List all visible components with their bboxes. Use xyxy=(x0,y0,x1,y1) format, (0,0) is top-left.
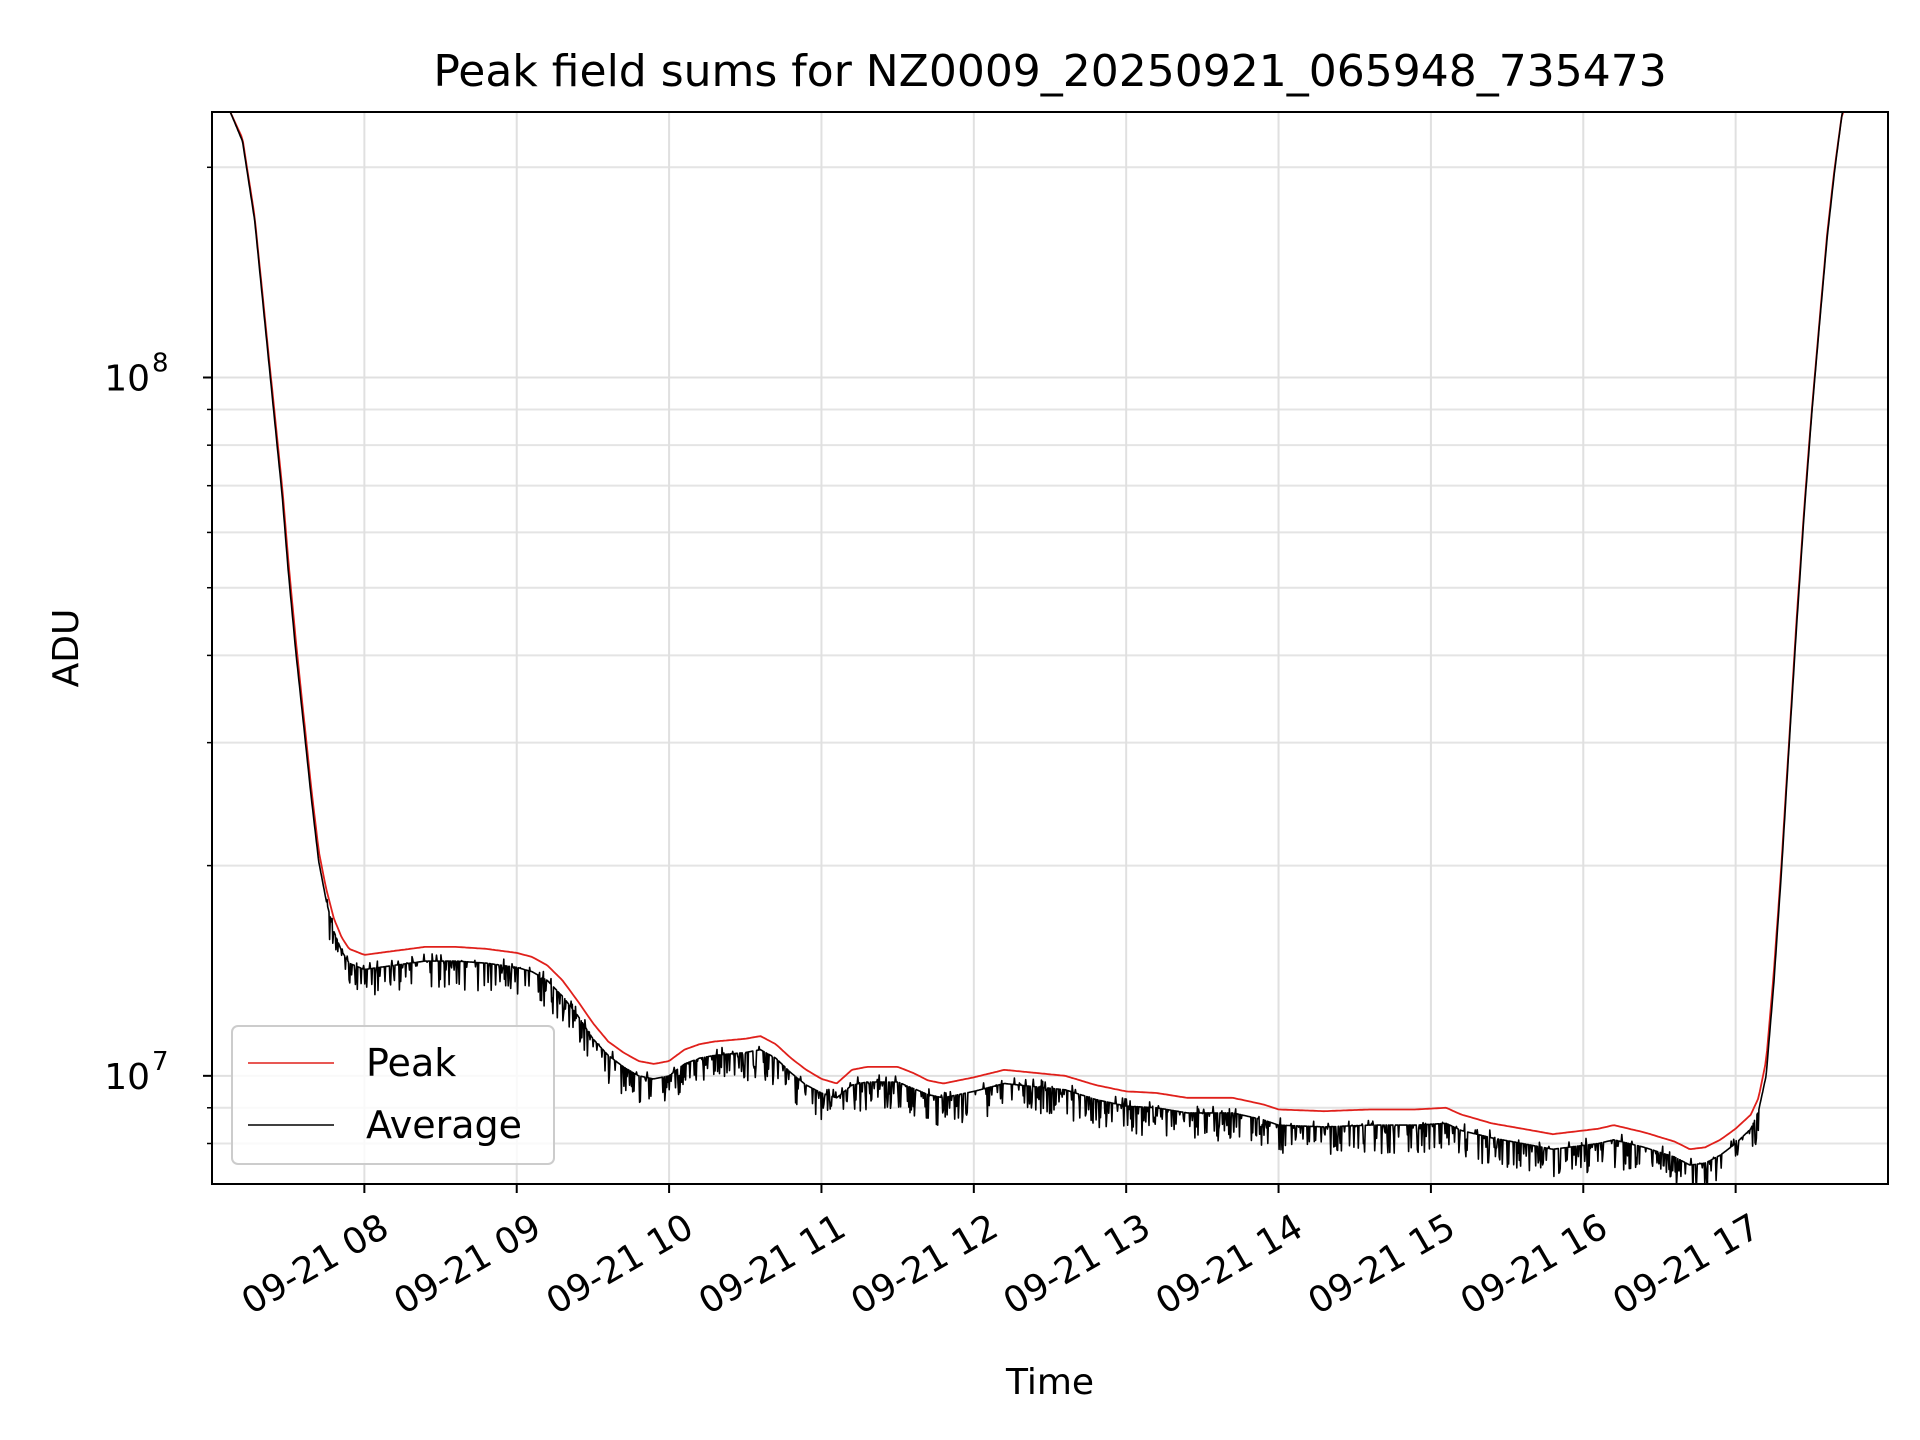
series-line-average xyxy=(229,112,1866,1184)
chart-title: Peak field sums for NZ0009_20250921_0659… xyxy=(433,46,1666,97)
y-tick-label: 10 xyxy=(104,359,150,400)
x-axis-title: Time xyxy=(1005,1362,1094,1403)
y-tick-label-exponent: 8 xyxy=(152,349,169,379)
legend: Peak Average xyxy=(231,1025,555,1165)
grid-layer xyxy=(212,112,1888,1184)
plot-frame xyxy=(211,111,1889,1185)
legend-label-average: Average xyxy=(366,1103,522,1147)
series-line-peak xyxy=(229,112,1866,1150)
plot-layer xyxy=(229,112,1866,1184)
legend-label-peak: Peak xyxy=(366,1041,456,1085)
legend-box xyxy=(231,1025,555,1165)
y-tick-label: 10 xyxy=(104,1057,150,1098)
y-axis-title: ADU xyxy=(46,609,87,688)
y-tick-label-exponent: 7 xyxy=(152,1047,169,1077)
